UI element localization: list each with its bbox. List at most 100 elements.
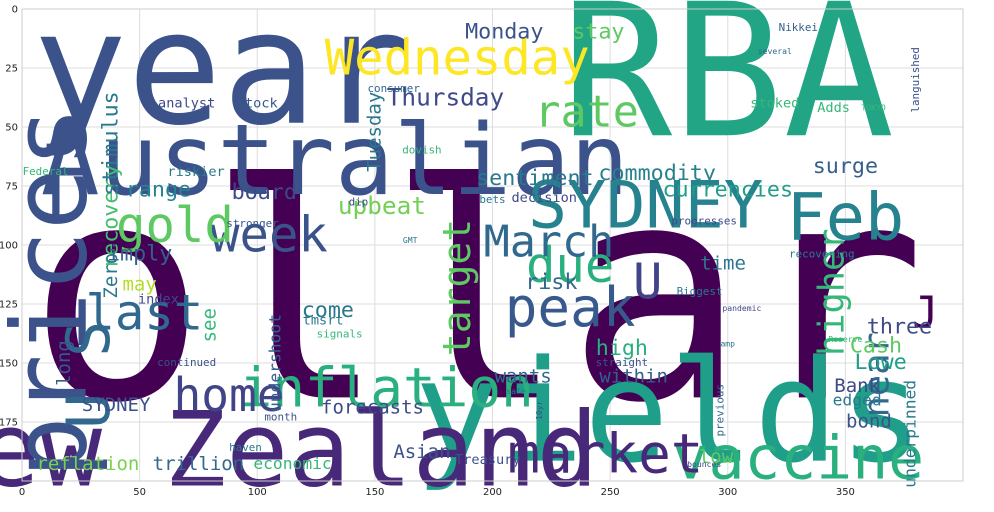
word-last: last (85, 284, 203, 341)
word-nikkei: Nikkei (779, 21, 818, 34)
word-10yr: 10yr (534, 400, 544, 420)
word-cash: Cash (850, 333, 902, 358)
y-axis: 0 25 50 75 100 125 150 175 (0, 5, 18, 429)
word-currencies: currencies (662, 178, 793, 203)
word-year: year (32, 0, 411, 161)
word-vaccine: vaccine (673, 425, 925, 494)
word-straight: straight (596, 356, 648, 369)
word-wants: wants (494, 366, 551, 388)
word-target: target (435, 219, 479, 356)
word-rba: RBA (561, 0, 894, 179)
word-stoked: stoked (750, 95, 799, 111)
word-gmt: GMT (403, 235, 418, 245)
word-reserve: Reserve (828, 334, 862, 344)
y-tick-label: 75 (5, 182, 18, 193)
word-time: time (700, 252, 746, 274)
word-biggest: Biggest (677, 285, 723, 298)
word-imply: imply (107, 241, 172, 266)
word-high: high (596, 336, 648, 361)
word-tuesday: Tuesday (363, 92, 385, 172)
word-inflation: inflation (240, 356, 534, 419)
word-j: J (912, 288, 938, 338)
y-tick-label: 0 (12, 5, 18, 16)
word-recovering: recovering (789, 247, 855, 260)
x-tick-label: 250 (601, 487, 620, 498)
word-languished: languished (909, 47, 922, 113)
word-near: near (856, 332, 897, 417)
word-index: index (138, 291, 179, 307)
word-several: several (758, 46, 792, 56)
word-analyst: analyst (158, 95, 215, 111)
y-tick-label: 175 (0, 418, 18, 429)
word-u: U (633, 254, 662, 311)
word-gold: gold (116, 197, 234, 254)
word-signals: signals (317, 328, 363, 341)
y-tick-label: 150 (0, 359, 18, 370)
word-surge: surge (813, 154, 878, 179)
word-yields: yields (414, 331, 924, 495)
word-prices: prices (0, 106, 111, 478)
word-range: range (126, 178, 191, 203)
word-adds: Adds (817, 100, 850, 116)
word-within: within (599, 366, 668, 388)
word-australian: Australian (41, 104, 629, 218)
y-tick-label: 100 (0, 241, 18, 252)
grid-lines (21, 8, 963, 481)
word-may: may (122, 274, 156, 296)
x-tick-label: 50 (133, 487, 146, 498)
word-monday: Monday (465, 20, 543, 45)
word-due: due (526, 237, 614, 294)
word-stimulus: stimulus (98, 91, 123, 195)
x-tick-label: 200 (483, 487, 502, 498)
word-board: board (232, 180, 297, 205)
word-tmsrt: tmsrt (303, 313, 344, 329)
word-week: week (210, 206, 328, 263)
word-thursday: Thursday (387, 83, 504, 112)
word-dovish: dovish (402, 144, 441, 157)
word-edged: edged (833, 390, 882, 409)
word-amp: amp (720, 339, 735, 349)
word-higher: higher (812, 228, 853, 356)
word-undershoot: undershoot (266, 314, 285, 412)
word-asian: Asian (393, 441, 450, 463)
word-peak: peak (505, 276, 636, 339)
word-bounces: bounces (687, 459, 721, 469)
word-continued: continued (157, 356, 216, 369)
y-tick-label: 25 (5, 64, 18, 75)
word-month: month (264, 410, 297, 423)
word-sydney: SYDNEY (82, 394, 151, 416)
word-upbeat: upbeat (338, 191, 426, 220)
word-new-zealand: New Zealand (0, 391, 599, 511)
word-rate: rate (534, 88, 639, 138)
word-market: market (507, 423, 703, 486)
word-progresses: progresses (671, 214, 737, 227)
word-economic: economic (253, 454, 331, 473)
word-previous: previous (714, 384, 727, 436)
x-tick-label: 300 (718, 487, 737, 498)
y-tick-label: 50 (5, 123, 18, 134)
word-dollar: dollar (0, 121, 926, 468)
x-tick-label: 150 (365, 487, 384, 498)
word-reflation: reflation (36, 453, 139, 475)
word-see: see (199, 308, 221, 342)
word-sentiment: sentiment (476, 166, 594, 191)
word-underpinned: underpinned (901, 380, 920, 488)
word-haven: haven (229, 441, 262, 454)
word-trillion: trillion (153, 453, 245, 475)
word-risk: risk (525, 270, 577, 295)
word-long: long (53, 340, 75, 386)
word-pandemic: pandemic (722, 303, 761, 313)
word-bets: bets (479, 193, 505, 206)
word-dip: dip (349, 196, 369, 209)
word-safe: safe (506, 386, 526, 396)
word-stronger: stronger (226, 217, 279, 230)
word-riskier: riskier (167, 164, 224, 180)
word-forecasts: forecasts (321, 396, 424, 418)
x-axis: 0 50 100 150 200 250 300 350 (19, 487, 855, 498)
word-wednesday: Wednesday (325, 29, 590, 86)
word-low: low (699, 446, 734, 468)
x-tick-label: 0 (19, 487, 25, 498)
word-stay: stay (572, 20, 624, 45)
